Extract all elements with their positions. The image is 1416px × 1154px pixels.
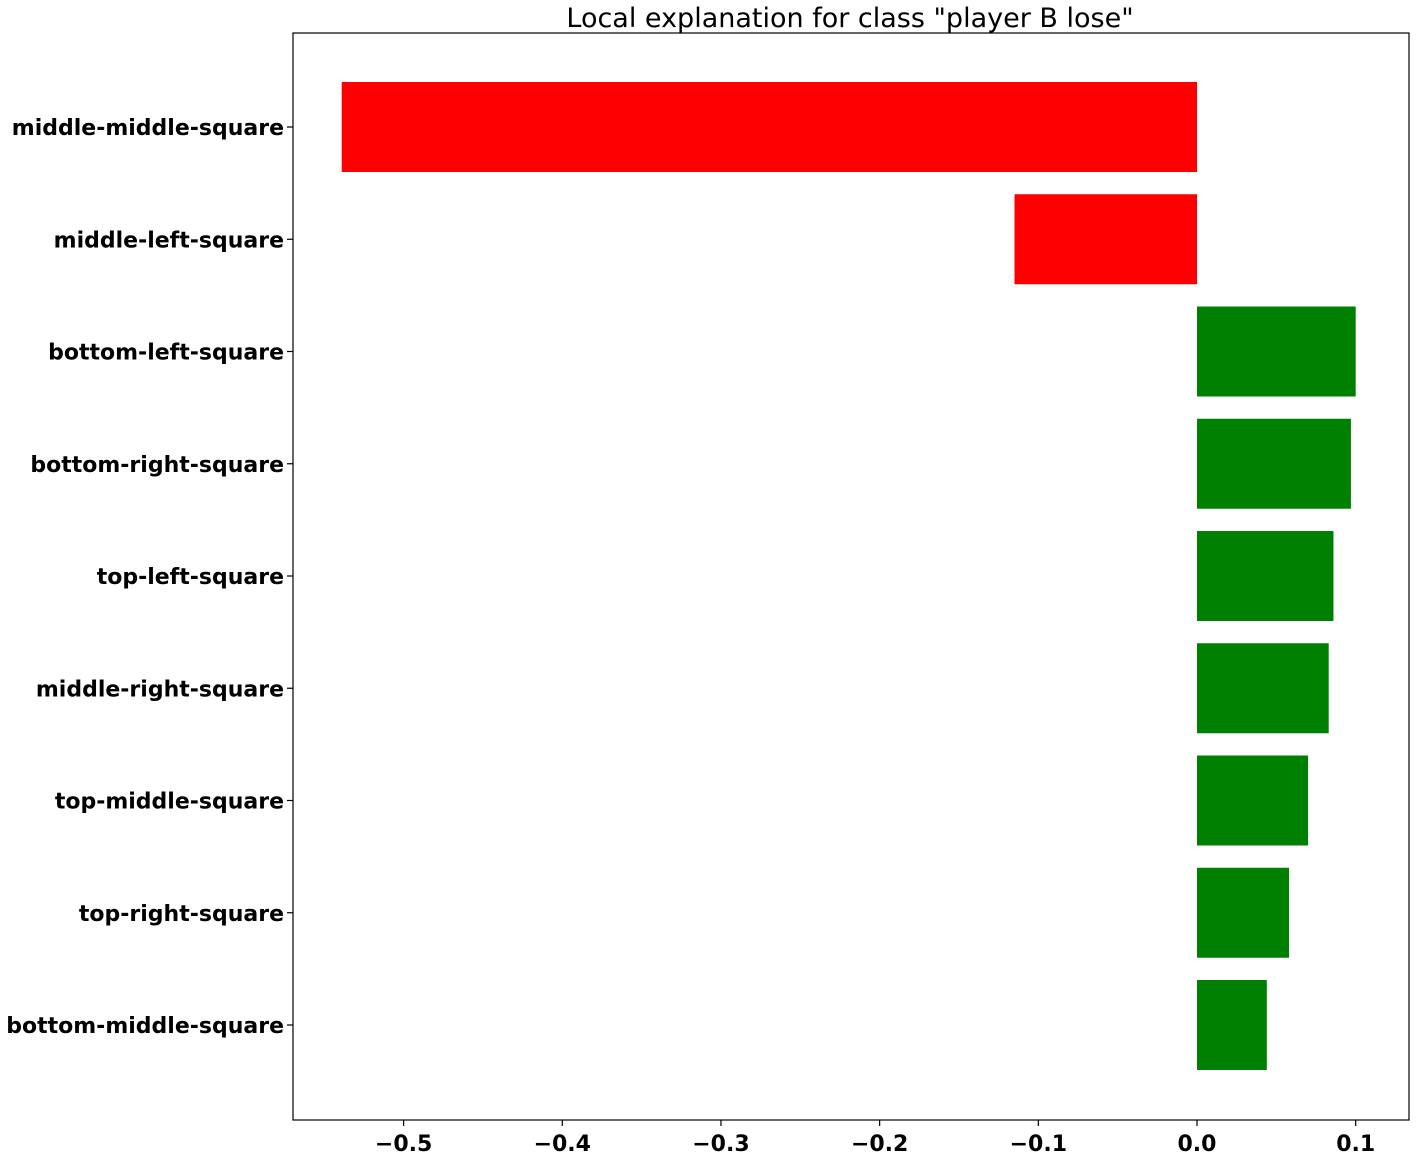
x-tick-label: −0.5 (375, 1132, 432, 1154)
bar-top-middle-square (1197, 755, 1309, 846)
bar-bottom-middle-square (1197, 980, 1267, 1070)
x-axis: −0.5 −0.4 −0.3 −0.2 −0.1 0.0 0.1 (375, 1120, 1375, 1154)
chart-title: Local explanation for class "player B lo… (566, 3, 1133, 34)
y-tick-label-bottom-middle-square: bottom-middle-square (6, 1014, 284, 1039)
bar-middle-left-square (1014, 194, 1198, 285)
y-tick-label-bottom-left-square: bottom-left-square (48, 341, 284, 366)
bar-top-right-square (1197, 867, 1290, 958)
x-tick-label: −0.4 (534, 1132, 591, 1154)
x-tick-label: 0.1 (1336, 1132, 1375, 1154)
bar-middle-right-square (1197, 643, 1329, 734)
y-tick-label-middle-middle-square: middle-middle-square (12, 116, 284, 141)
y-tick-label-middle-right-square: middle-right-square (36, 677, 284, 702)
bars-group (341, 82, 1356, 1070)
y-tick-label-middle-left-square: middle-left-square (54, 228, 284, 253)
x-tick-label: −0.1 (1010, 1132, 1067, 1154)
y-tick-label-top-left-square: top-left-square (97, 565, 284, 590)
y-tick-label-top-middle-square: top-middle-square (55, 790, 284, 815)
y-axis: middle-middle-square middle-left-square bo… (6, 116, 293, 1039)
y-tick-label-top-right-square: top-right-square (79, 902, 284, 927)
bar-top-left-square (1197, 531, 1334, 621)
bar-bottom-right-square (1197, 418, 1351, 509)
bar-bottom-left-square (1197, 306, 1356, 397)
x-tick-label: −0.2 (851, 1132, 908, 1154)
x-tick-label: 0.0 (1178, 1132, 1217, 1154)
y-tick-label-bottom-right-square: bottom-right-square (30, 453, 284, 478)
bar-middle-middle-square (341, 82, 1198, 172)
x-tick-label: −0.3 (692, 1132, 749, 1154)
